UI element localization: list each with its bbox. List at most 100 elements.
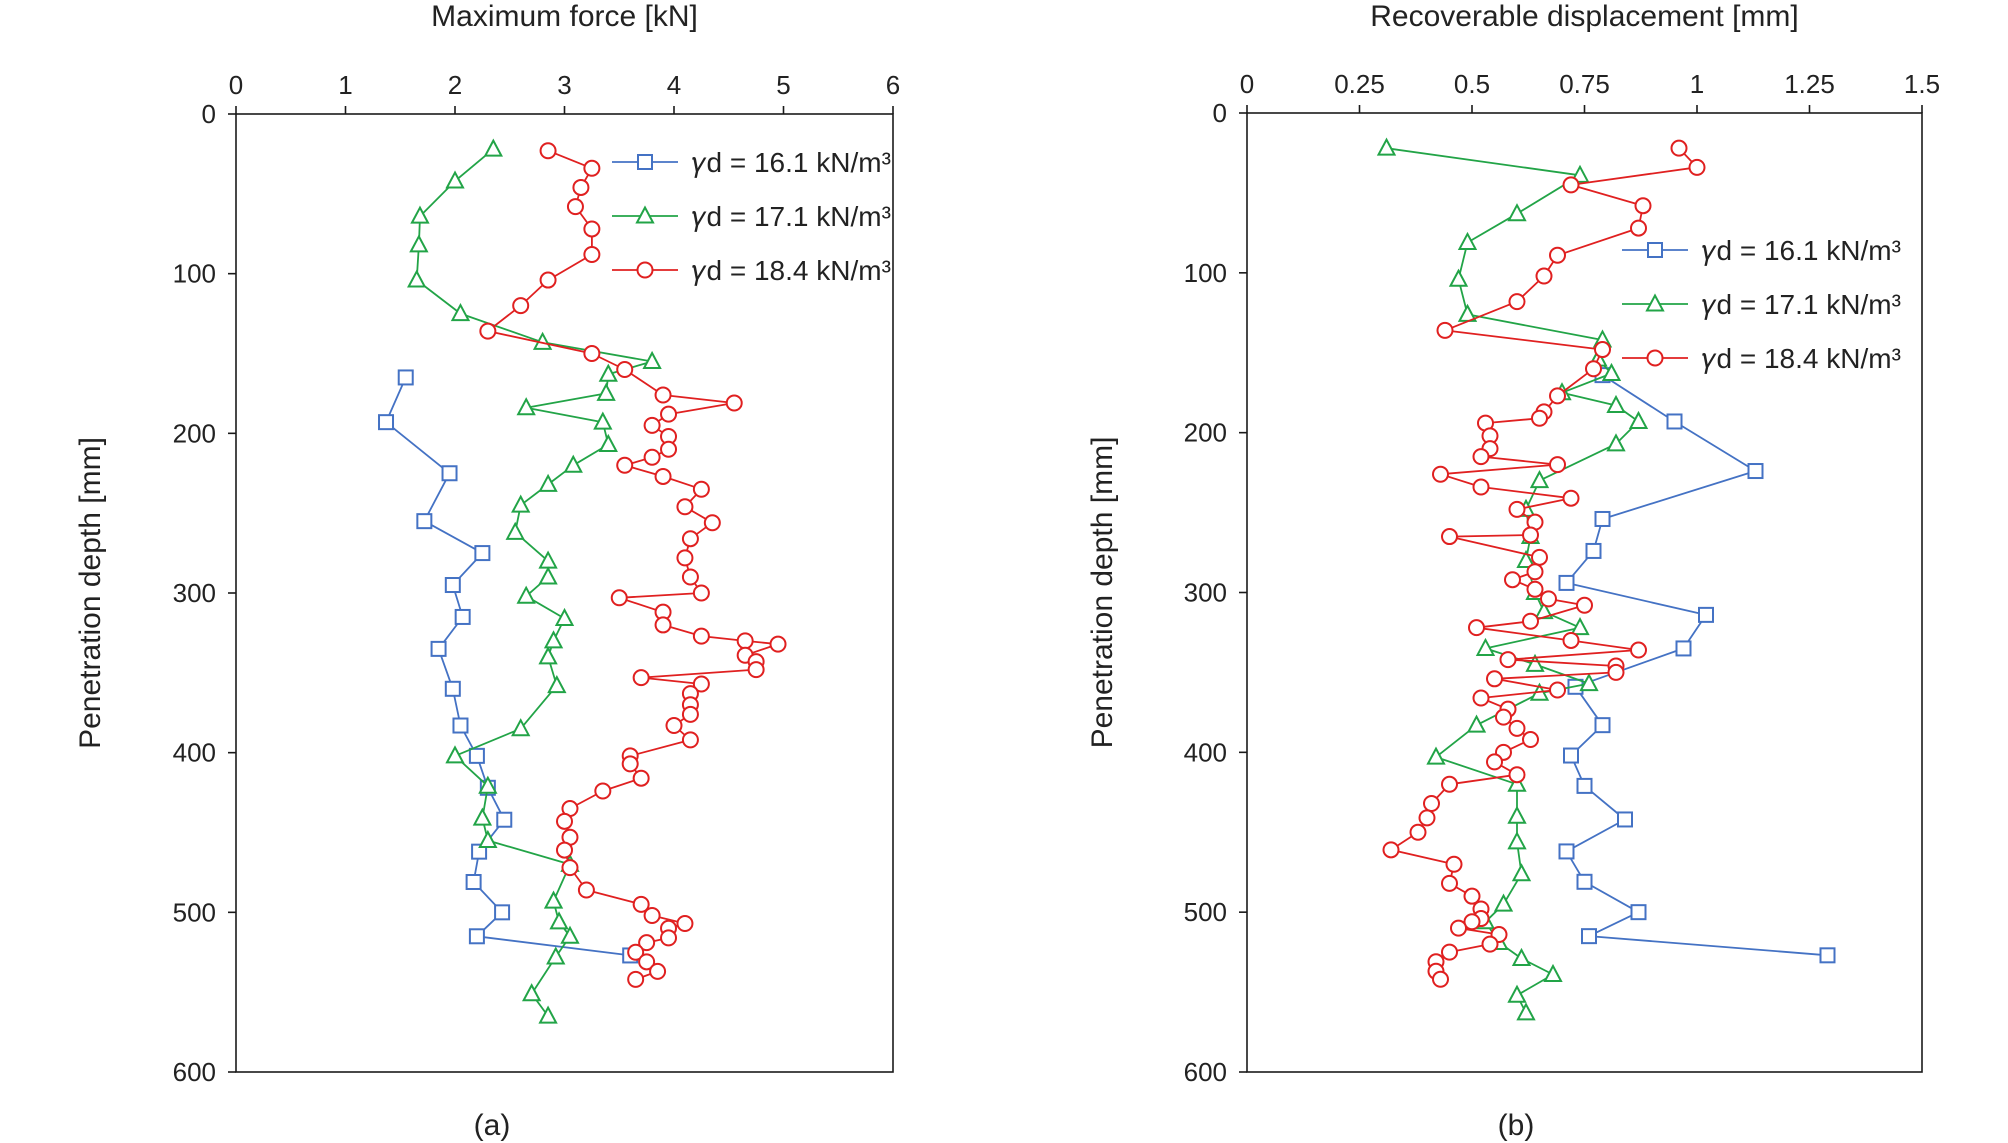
data-point bbox=[1493, 893, 1514, 912]
y-tick-label-a: 600 bbox=[173, 1057, 216, 1087]
y-tick-label-b: 400 bbox=[1184, 737, 1227, 767]
data-point bbox=[1562, 489, 1580, 507]
data-point bbox=[1576, 873, 1593, 890]
data-point bbox=[769, 635, 787, 653]
data-point bbox=[1581, 928, 1597, 945]
data-point bbox=[511, 494, 531, 513]
data-point bbox=[681, 731, 699, 749]
data-point bbox=[1666, 413, 1683, 430]
legend-marker bbox=[1645, 293, 1665, 312]
data-point bbox=[512, 297, 530, 315]
data-point bbox=[1516, 549, 1536, 569]
data-point bbox=[543, 890, 564, 909]
data-point bbox=[1457, 231, 1478, 250]
data-point bbox=[1463, 913, 1481, 931]
y-axis-title-b: Penetration depth [mm] bbox=[1086, 437, 1119, 749]
data-point bbox=[1670, 139, 1688, 157]
data-point bbox=[596, 382, 616, 401]
data-point bbox=[1549, 246, 1566, 264]
data-point bbox=[1570, 617, 1590, 636]
data-point bbox=[416, 513, 433, 530]
y-tick-label-b: 0 bbox=[1213, 98, 1227, 128]
data-point bbox=[1507, 773, 1527, 792]
x-tick-label-b: 1 bbox=[1690, 69, 1704, 99]
data-point bbox=[643, 448, 661, 466]
data-point bbox=[407, 269, 427, 288]
data-point bbox=[1558, 843, 1575, 860]
y-tick-label-b: 300 bbox=[1184, 578, 1227, 608]
data-point bbox=[1423, 794, 1440, 812]
data-point bbox=[1463, 887, 1481, 905]
data-point bbox=[445, 745, 465, 764]
data-point bbox=[593, 411, 613, 430]
data-point bbox=[1585, 360, 1602, 378]
x-tick-label-a: 5 bbox=[776, 70, 790, 100]
series-3-a bbox=[479, 142, 787, 988]
data-point bbox=[560, 925, 580, 944]
data-point bbox=[1576, 777, 1593, 794]
series-3-b bbox=[1382, 139, 1706, 988]
data-point bbox=[692, 480, 710, 498]
data-point bbox=[654, 467, 672, 485]
data-point bbox=[516, 585, 536, 604]
data-point bbox=[546, 946, 566, 965]
data-point bbox=[468, 747, 485, 764]
data-point bbox=[549, 911, 569, 930]
x-tick-label-b: 0.5 bbox=[1454, 69, 1490, 99]
data-point bbox=[1526, 580, 1544, 598]
data-point bbox=[543, 630, 564, 649]
data-point bbox=[681, 530, 699, 548]
data-point bbox=[1499, 651, 1517, 669]
data-point bbox=[1698, 606, 1714, 623]
data-point bbox=[703, 514, 721, 532]
data-point bbox=[444, 680, 461, 697]
data-point bbox=[616, 360, 634, 378]
data-point bbox=[1549, 681, 1566, 699]
data-point bbox=[561, 859, 579, 877]
x-tick-label-b: 1.25 bbox=[1784, 69, 1835, 99]
x-tick-label-b: 0 bbox=[1240, 69, 1254, 99]
y-tick-label-b: 100 bbox=[1184, 258, 1227, 288]
data-point bbox=[1450, 919, 1467, 937]
data-point bbox=[479, 322, 497, 340]
data-point bbox=[1472, 689, 1490, 707]
data-point bbox=[1594, 341, 1611, 359]
data-point bbox=[397, 369, 414, 386]
data-point bbox=[1508, 766, 1526, 784]
data-point bbox=[563, 454, 583, 473]
data-point bbox=[676, 498, 694, 516]
data-point bbox=[538, 550, 558, 569]
data-point bbox=[583, 159, 601, 177]
data-point bbox=[1511, 863, 1532, 882]
data-point bbox=[1436, 321, 1454, 339]
data-point bbox=[725, 394, 743, 412]
legend-label: 𝛾d = 16.1 kN/m³ bbox=[692, 147, 891, 178]
x-axis-title-b: Recoverable displacement [mm] bbox=[1370, 0, 1799, 33]
data-point bbox=[474, 545, 491, 562]
y-tick-label-a: 200 bbox=[173, 418, 216, 448]
data-point bbox=[1522, 731, 1539, 749]
data-point bbox=[1525, 653, 1545, 672]
y-tick-label-b: 600 bbox=[1184, 1057, 1227, 1087]
legend-label: 𝛾d = 18.4 kN/m³ bbox=[1702, 343, 1901, 374]
data-point bbox=[1562, 631, 1580, 649]
panel-label-b: (b) bbox=[1498, 1109, 1535, 1142]
data-point bbox=[692, 584, 710, 602]
data-point bbox=[676, 915, 694, 933]
data-point bbox=[1531, 548, 1548, 566]
x-tick-label-a: 0 bbox=[229, 70, 243, 100]
data-point bbox=[598, 433, 618, 453]
data-point bbox=[1486, 670, 1503, 688]
data-point bbox=[1507, 805, 1527, 824]
panel-label-a: (a) bbox=[474, 1109, 511, 1142]
data-point bbox=[516, 397, 536, 416]
series-1-b bbox=[1558, 367, 1836, 964]
data-point bbox=[1508, 293, 1526, 311]
data-point bbox=[409, 234, 429, 253]
data-point bbox=[472, 807, 493, 826]
data-point bbox=[1448, 268, 1469, 287]
data-point bbox=[1628, 410, 1649, 429]
data-point bbox=[1531, 409, 1548, 427]
legend-label: 𝛾d = 18.4 kN/m³ bbox=[692, 255, 891, 286]
